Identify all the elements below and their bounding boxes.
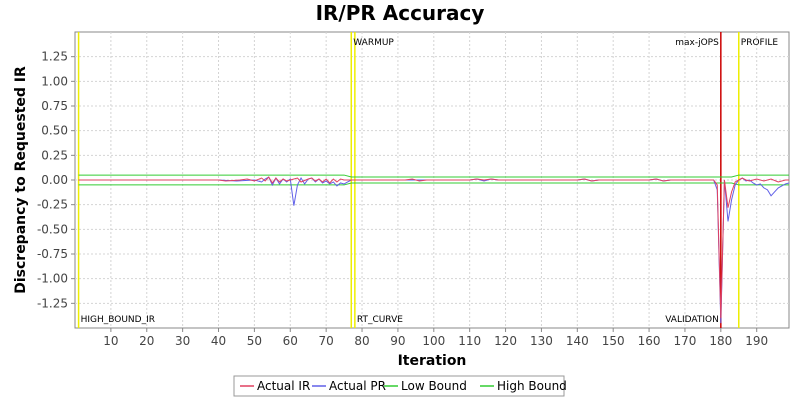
legend-label: Actual IR: [257, 379, 310, 393]
y-tick-label: 1.00: [41, 74, 68, 88]
marker-label: PROFILE: [741, 38, 779, 48]
series-line-actual-ir: [78, 176, 789, 319]
marker-label: HIGH_BOUND_IR: [81, 315, 155, 325]
x-tick-label: 20: [139, 334, 154, 348]
chart-title: IR/PR Accuracy: [316, 1, 485, 25]
x-axis-label: Iteration: [398, 353, 467, 369]
y-axis-ticks: -1.25 -1.00 -0.75 -0.50 -0.25 0.00 0.25 0.50 0.7…: [37, 50, 75, 310]
x-tick-label: 150: [602, 334, 625, 348]
y-tick-label: -0.75: [37, 247, 68, 261]
series-line-low-bound: [78, 182, 789, 186]
legend: Actual IR Actual PR Low Bound High Bound: [233, 375, 567, 397]
x-tick-label: 60: [283, 334, 298, 348]
x-axis-ticks: 10 20 30 40 50 60 70 80 90 100 110 120 130 140 150 160 1…: [103, 328, 768, 348]
y-tick-label: -0.25: [37, 198, 68, 212]
legend-label: Actual PR: [329, 379, 386, 393]
x-tick-label: 170: [673, 334, 696, 348]
marker-labels: HIGH_BOUND_IR WARMUP RT_CURVE max-jOPS VALID…: [81, 38, 779, 325]
x-tick-label: 140: [566, 334, 589, 348]
y-tick-label: -1.00: [37, 272, 68, 286]
x-tick-label: 80: [354, 334, 369, 348]
x-tick-label: 100: [422, 334, 445, 348]
x-tick-label: 190: [745, 334, 768, 348]
legend-label: High Bound: [497, 379, 567, 393]
x-tick-label: 130: [530, 334, 553, 348]
x-tick-label: 10: [103, 334, 118, 348]
x-tick-label: 110: [458, 334, 481, 348]
x-tick-label: 40: [211, 334, 226, 348]
series-line-high-bound: [78, 174, 789, 178]
marker-label: RT_CURVE: [357, 315, 403, 325]
y-tick-label: -0.50: [37, 222, 68, 236]
x-tick-label: 50: [247, 334, 262, 348]
y-axis-label: Discrepancy to Requested IR: [13, 66, 29, 294]
y-tick-label: 0.50: [41, 124, 68, 138]
marker-label: VALIDATION: [665, 315, 719, 325]
y-tick-label: 0.75: [41, 99, 68, 113]
x-tick-label: 30: [175, 334, 190, 348]
x-tick-label: 120: [494, 334, 517, 348]
x-tick-label: 180: [709, 334, 732, 348]
legend-box: [233, 375, 565, 397]
y-tick-label: 0.00: [41, 173, 68, 187]
x-tick-label: 90: [390, 334, 405, 348]
series-lines: [78, 174, 790, 324]
y-tick-label: 1.25: [41, 50, 68, 64]
y-tick-label: 0.25: [41, 148, 68, 162]
x-tick-label: 70: [319, 334, 334, 348]
legend-label: Low Bound: [401, 379, 467, 393]
marker-label: WARMUP: [353, 38, 394, 48]
marker-label: max-jOPS: [675, 38, 719, 48]
x-tick-label: 160: [638, 334, 661, 348]
y-tick-label: -1.25: [37, 296, 68, 310]
